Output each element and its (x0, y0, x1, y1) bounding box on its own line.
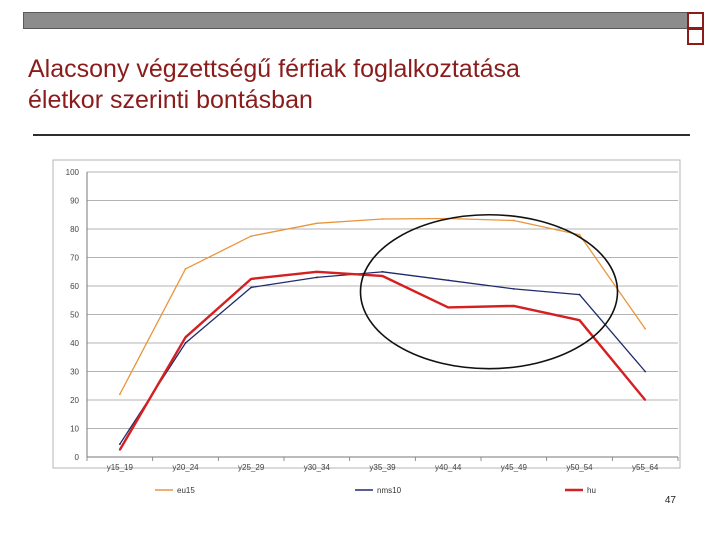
x-tick-label: y30_34 (304, 463, 331, 472)
y-tick-label: 30 (70, 368, 79, 377)
page-number: 47 (664, 495, 676, 506)
x-tick-label: y55_64 (632, 463, 659, 472)
y-tick-label: 40 (70, 339, 79, 348)
highlight-ellipse (359, 213, 619, 370)
data-point-nms10 (250, 286, 253, 289)
slide-title-line-2: életkor szerinti bontásban (28, 86, 313, 114)
y-tick-label: 60 (70, 282, 79, 291)
data-point-nms10 (512, 287, 515, 290)
data-point-eu15 (118, 393, 121, 396)
y-tick-label: 80 (70, 225, 79, 234)
data-point-hu (578, 319, 581, 322)
data-point-hu (447, 306, 450, 309)
data-point-eu15 (512, 219, 515, 222)
slide-title: Alacsony végzettségű férfiak foglalkozta… (28, 54, 688, 116)
data-point-nms10 (315, 276, 318, 279)
y-tick-label: 0 (75, 453, 80, 462)
decor-square-bottom (687, 28, 704, 45)
data-point-hu (381, 275, 384, 277)
x-tick-label: y15_19 (107, 463, 134, 472)
data-point-hu (250, 277, 253, 280)
y-tick-label: 10 (70, 425, 79, 434)
data-point-nms10 (578, 293, 581, 296)
data-point-eu15 (578, 233, 581, 236)
data-point-hu (118, 448, 121, 451)
data-point-nms10 (381, 270, 384, 273)
legend-label-nms10: nms10 (377, 486, 402, 495)
data-point-nms10 (447, 279, 450, 282)
y-tick-label: 70 (70, 254, 79, 263)
y-tick-label: 90 (70, 197, 79, 206)
x-tick-label: y45_49 (501, 463, 528, 472)
y-tick-label: 50 (70, 311, 79, 320)
data-point-eu15 (184, 268, 187, 270)
data-point-nms10 (644, 370, 647, 373)
data-point-eu15 (315, 222, 318, 225)
data-point-nms10 (118, 443, 121, 446)
data-point-hu (644, 399, 647, 401)
y-tick-label: 20 (70, 396, 79, 405)
data-point-hu (315, 270, 318, 273)
data-point-eu15 (381, 218, 384, 220)
data-point-hu (184, 336, 187, 339)
x-tick-label: y50_54 (566, 463, 593, 472)
data-point-eu15 (644, 327, 647, 330)
data-point-nms10 (184, 342, 187, 344)
slide-title-line-1: Alacsony végzettségű férfiak foglalkozta… (28, 55, 520, 83)
x-tick-label: y20_24 (172, 463, 199, 472)
data-point-hu (512, 305, 515, 307)
x-tick-label: y25_29 (238, 463, 265, 472)
x-tick-label: y35_39 (369, 463, 396, 472)
title-divider (33, 134, 690, 136)
legend-label-hu: hu (587, 486, 596, 495)
y-tick-label: 100 (66, 168, 80, 177)
legend-label-eu15: eu15 (177, 486, 195, 495)
x-tick-label: y40_44 (435, 463, 462, 472)
data-point-eu15 (250, 235, 253, 238)
